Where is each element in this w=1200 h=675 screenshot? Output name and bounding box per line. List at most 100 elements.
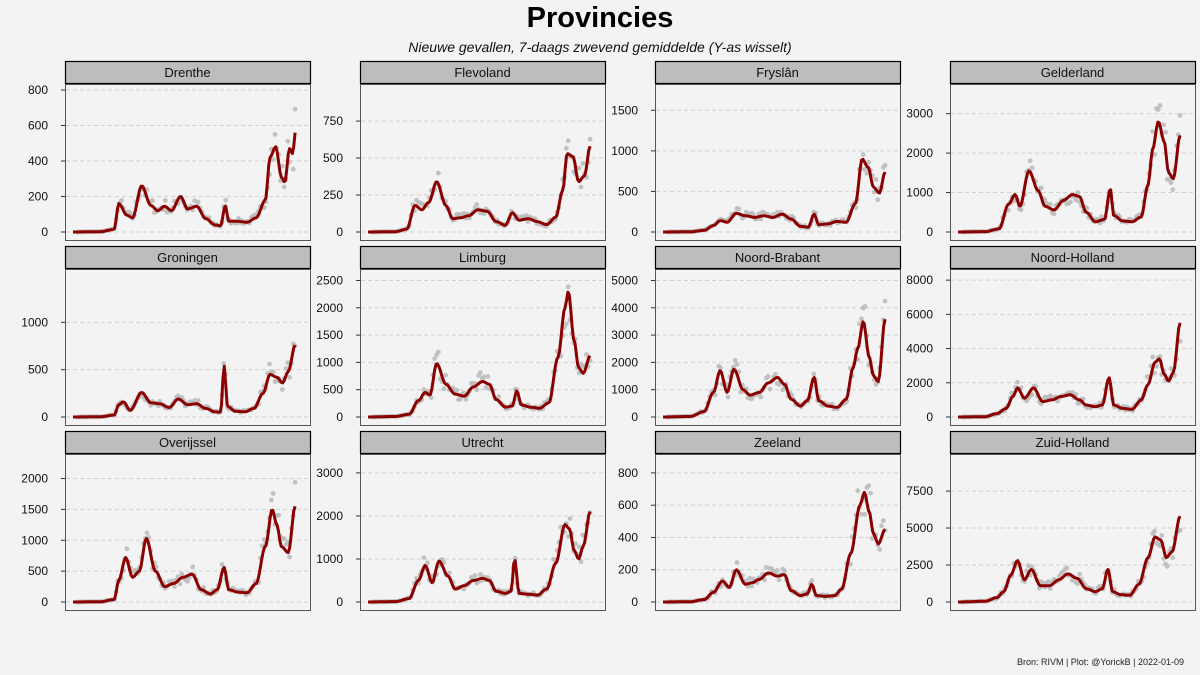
data-point (712, 392, 718, 398)
data-point (882, 298, 888, 304)
series-line (367, 290, 592, 419)
facet-strip-label: Utrecht (462, 435, 504, 450)
y-tick-label: 200 (28, 190, 48, 204)
data-point (576, 165, 582, 171)
facet-strip (949, 60, 1197, 85)
series-line (662, 490, 887, 604)
data-point (270, 369, 276, 375)
data-point (859, 511, 864, 517)
facet-panel: Gelderland 0 1000 2000 3000 (906, 60, 1197, 241)
data-point (195, 398, 201, 403)
data-point (179, 571, 185, 577)
data-point (285, 360, 291, 366)
y-tick-label: 800 (28, 83, 48, 97)
data-point (725, 394, 731, 400)
facet-panel: Groningen 0 500 1000 (21, 245, 312, 426)
data-point (1073, 197, 1079, 203)
data-point (879, 523, 884, 529)
facet-strip (64, 60, 312, 85)
panel-frame (950, 269, 1196, 426)
facet-strip (949, 430, 1197, 455)
data-point (718, 365, 723, 371)
y-tick-label: 1500 (316, 328, 343, 342)
data-point (461, 210, 467, 216)
data-point (855, 488, 861, 494)
data-point (1154, 363, 1159, 369)
y-tick-label: 2000 (316, 509, 343, 523)
data-point (1055, 398, 1060, 404)
data-point (1040, 580, 1046, 586)
data-point (1046, 579, 1051, 584)
data-point (1157, 103, 1163, 108)
data-point (576, 544, 582, 550)
data-point (279, 163, 285, 169)
facet-strip (654, 60, 902, 85)
data-point (573, 541, 578, 547)
facet-panel: Zuid-Holland 0 2500 5000 7500 (906, 430, 1197, 611)
data-point (1168, 366, 1174, 372)
y-tick-label: 0 (41, 410, 48, 424)
data-point (1155, 107, 1161, 112)
facet-panel: Limburg 0 500 1000 1500 2000 2500 (316, 245, 607, 426)
data-point (860, 152, 866, 157)
data-point (421, 387, 427, 392)
data-point (747, 575, 753, 581)
facet-panel: Flevoland 0 250 500 750 (323, 60, 607, 241)
data-point (1161, 122, 1167, 128)
data-point (578, 559, 584, 565)
data-point (221, 361, 227, 366)
data-point (1027, 158, 1033, 164)
data-point (1150, 129, 1156, 135)
data-point (474, 202, 480, 207)
data-point (743, 578, 749, 583)
y-tick-label: 2500 (316, 273, 343, 287)
data-point (443, 372, 449, 378)
data-point (848, 561, 853, 567)
series-line (662, 157, 887, 234)
data-point (875, 197, 881, 203)
data-point (287, 554, 292, 560)
data-point (281, 536, 287, 541)
data-point (1150, 354, 1156, 360)
data-point (1177, 113, 1183, 118)
data-point (447, 570, 452, 576)
facet-panel: Noord-Holland 0 2000 4000 6000 8000 (906, 245, 1197, 426)
facet-strip-label: Gelderland (1041, 65, 1105, 80)
y-tick-label: 250 (323, 188, 343, 202)
data-point (283, 366, 289, 371)
data-point (774, 568, 780, 573)
y-tick-label: 0 (336, 410, 343, 424)
data-point (436, 170, 441, 176)
facet-panel: Utrecht 0 1000 2000 3000 (316, 430, 607, 611)
data-point (773, 371, 778, 377)
data-point (285, 138, 291, 144)
panel-frame (360, 454, 606, 611)
data-point (1038, 185, 1044, 191)
data-point (765, 374, 771, 379)
series-line (367, 145, 592, 234)
y-tick-label: 500 (618, 184, 638, 198)
data-point (496, 394, 502, 399)
facet-panel: Zeeland 0 200 400 600 800 (618, 430, 902, 611)
data-point (261, 537, 267, 542)
data-point (478, 370, 483, 375)
data-point (1029, 165, 1035, 171)
data-point (425, 560, 430, 566)
data-point (862, 511, 868, 517)
panel-frame (65, 454, 311, 611)
panel-frame (655, 454, 901, 611)
data-point (512, 555, 518, 561)
data-point (859, 316, 864, 322)
y-tick-label: 1000 (611, 383, 638, 397)
data-point (587, 136, 593, 142)
facet-strip (949, 245, 1197, 270)
y-tick-label: 500 (323, 151, 343, 165)
data-point (436, 349, 441, 355)
y-tick-label: 200 (618, 563, 638, 577)
chart-subtitle: Nieuwe gevallen, 7-daags zwevend gemidde… (408, 39, 792, 55)
facet-strip-label: Noord-Brabant (735, 250, 821, 265)
y-tick-label: 0 (336, 225, 343, 239)
data-point (1168, 180, 1174, 186)
facet-strip-label: Groningen (157, 250, 218, 265)
y-tick-label: 2000 (906, 146, 933, 160)
